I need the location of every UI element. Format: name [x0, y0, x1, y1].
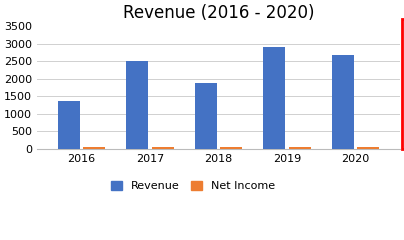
Bar [288, 147, 311, 149]
Bar [58, 101, 80, 149]
Bar [83, 147, 105, 149]
Bar [152, 147, 174, 149]
Bar [220, 147, 242, 149]
Bar [126, 61, 148, 149]
Bar [195, 84, 217, 149]
Bar [332, 55, 354, 149]
Legend: Revenue, Net Income: Revenue, Net Income [107, 176, 280, 196]
Bar [263, 48, 285, 149]
Title: Revenue (2016 - 2020): Revenue (2016 - 2020) [123, 4, 314, 22]
Bar [357, 147, 379, 149]
